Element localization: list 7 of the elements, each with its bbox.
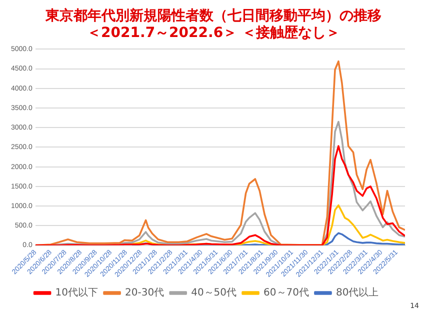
legend-label: 80代以上 [336,286,379,299]
legend-label: 60～70代 [264,288,309,299]
chart-title: 東京都年代別新規陽性者数（七日間移動平均）の推移 [44,8,382,25]
chart-subtitle: ＜2021.7～2022.6＞ ＜接触歴なし＞ [86,25,341,42]
legend-label: 10代以下 [55,286,98,299]
legend-label: 40～50代 [191,288,237,299]
legend-label: 20-30代 [125,288,164,299]
